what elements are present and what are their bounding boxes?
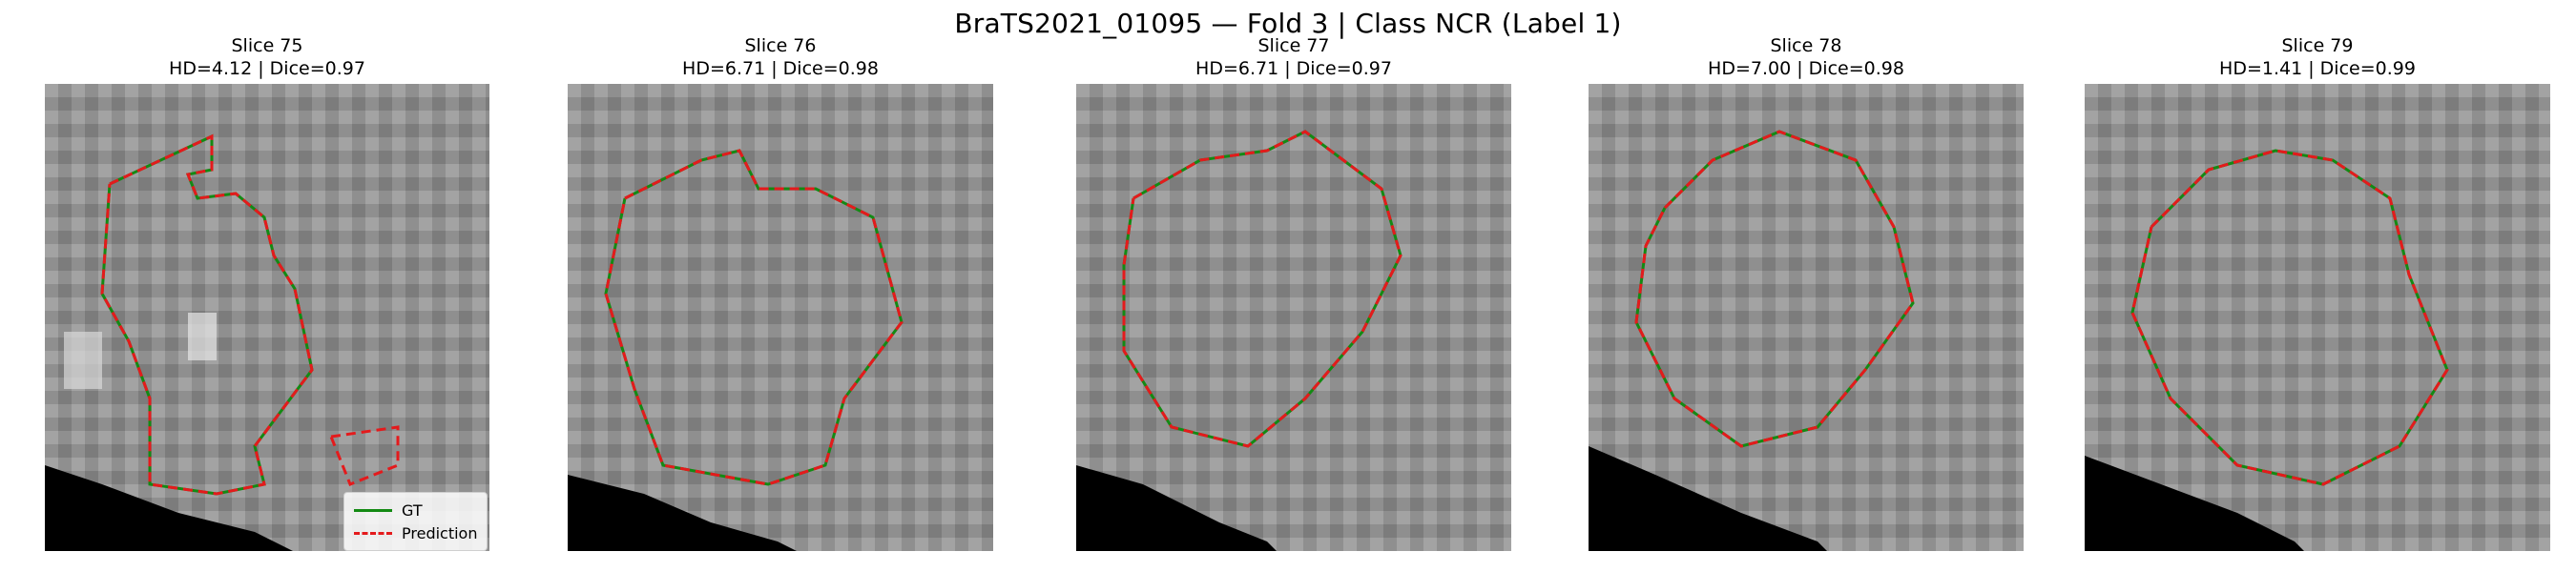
mri-slice-image <box>2085 84 2550 551</box>
panel-title: Slice 79 <box>2281 35 2354 56</box>
mri-slice-image <box>1076 84 1511 551</box>
panel-title: Slice 77 <box>1257 35 1330 56</box>
segmentation-overlay <box>1076 84 1511 551</box>
mri-slice-image <box>45 84 489 551</box>
segmentation-overlay <box>45 84 489 551</box>
panel-title: Slice 76 <box>744 35 817 56</box>
panel-slice-76: Slice 76 HD=6.71 | Dice=0.98 <box>568 34 993 551</box>
legend: GT Prediction <box>343 492 488 551</box>
panel-metrics: HD=6.71 | Dice=0.98 <box>682 58 879 79</box>
panel-title: Slice 75 <box>231 35 303 56</box>
mri-slice-image <box>568 84 993 551</box>
legend-item-prediction: Prediction <box>354 521 477 544</box>
panel-metrics: HD=1.41 | Dice=0.99 <box>2219 58 2416 79</box>
prediction-line-swatch <box>354 531 392 535</box>
legend-gt-label: GT <box>402 500 423 520</box>
segmentation-overlay <box>1589 84 2024 551</box>
panel-slice-75: Slice 75 HD=4.12 | Dice=0.97 GT <box>45 34 489 551</box>
segmentation-overlay <box>2085 84 2550 551</box>
panel-metrics: HD=6.71 | Dice=0.97 <box>1195 58 1392 79</box>
gt-line-swatch <box>354 508 392 512</box>
legend-item-gt: GT <box>354 499 477 521</box>
mri-slice-image <box>1589 84 2024 551</box>
panel-slice-78: Slice 78 HD=7.00 | Dice=0.98 <box>1589 34 2024 551</box>
panel-slice-77: Slice 77 HD=6.71 | Dice=0.97 <box>1076 34 1511 551</box>
legend-pred-label: Prediction <box>402 523 478 542</box>
panel-title: Slice 78 <box>1770 35 1842 56</box>
panel-metrics: HD=4.12 | Dice=0.97 <box>169 58 365 79</box>
figure-title: BraTS2021_01095 — Fold 3 | Class NCR (La… <box>954 8 1622 39</box>
panel-slice-79: Slice 79 HD=1.41 | Dice=0.99 <box>2085 34 2550 551</box>
segmentation-overlay <box>568 84 993 551</box>
panel-metrics: HD=7.00 | Dice=0.98 <box>1708 58 1904 79</box>
